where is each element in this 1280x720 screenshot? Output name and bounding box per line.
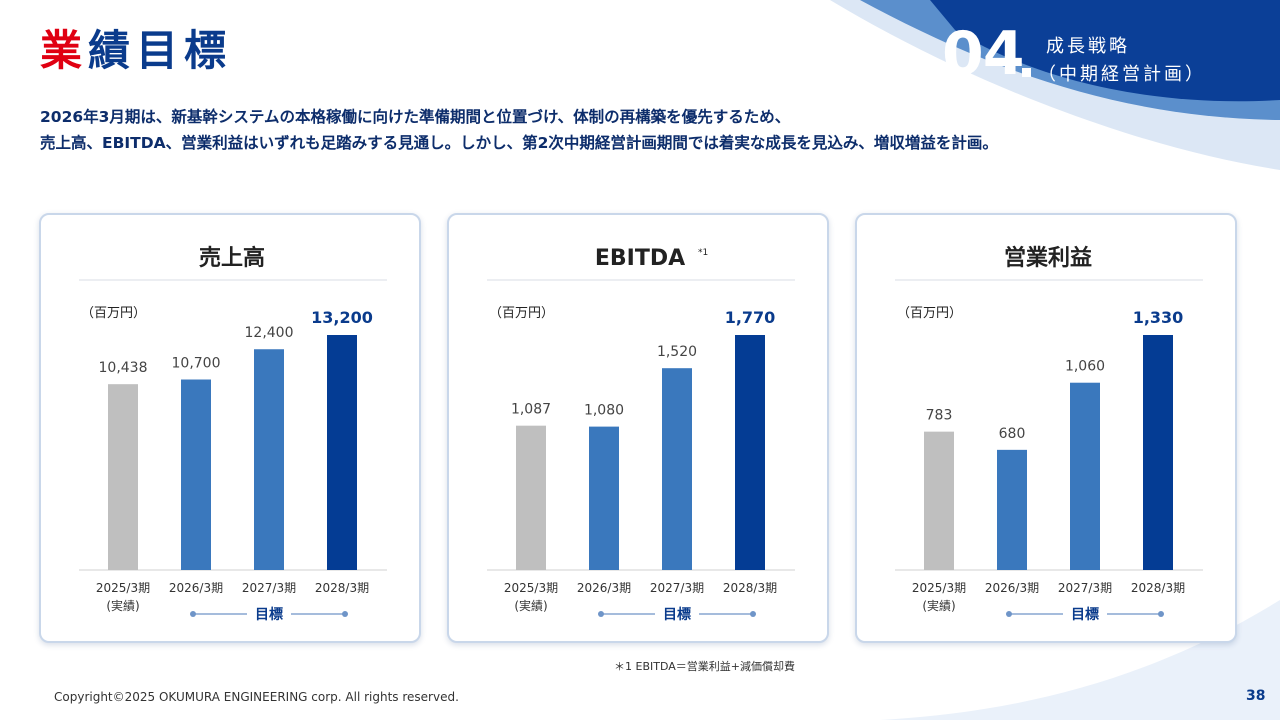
category-label: 2026/3期 (169, 581, 223, 595)
unit-label: （百万円） (489, 306, 554, 321)
data-label: 1,770 (725, 308, 776, 327)
bar-2028/3期 (735, 335, 765, 570)
target-label: 目標 (1071, 606, 1099, 623)
sales-bar-chart: 売上高 （百万円） 10,438 2025/3期 (実績) 10,700 2026/3期 12… (79, 245, 387, 624)
bar-2025/3期 (108, 384, 138, 570)
bar-2025/3期 (924, 431, 954, 570)
target-label-bg (1063, 604, 1107, 624)
data-label: 10,700 (172, 356, 221, 372)
target-range-dot (598, 611, 604, 617)
data-label: 12,400 (245, 325, 294, 341)
data-label: 680 (999, 426, 1026, 442)
operating-profit-bar-chart: 営業利益 （百万円） 783 2025/3期 (実績) 680 2026/3期 1,060 20… (895, 245, 1203, 624)
target-label-bg (655, 604, 699, 624)
bar-2028/3期 (327, 335, 357, 570)
data-label: 1,087 (511, 402, 551, 418)
data-label: 13,200 (311, 308, 373, 327)
summary-line-1: 2026年3月期は、新基幹システムの本格稼働に向けた準備期間と位置づけ、体制の再… (40, 108, 791, 126)
chart-title-note: *1 (698, 248, 708, 258)
bar-2025/3期 (516, 425, 546, 570)
category-note: (実績) (922, 598, 955, 613)
category-label: 2025/3期 (912, 581, 966, 595)
copyright: Copyright©2025 OKUMURA ENGINEERING corp.… (54, 690, 459, 704)
target-range-dot (190, 611, 196, 617)
category-label: 2027/3期 (1058, 581, 1112, 595)
section-label-line1: 成長戦略 (1046, 36, 1130, 57)
data-label: 1,520 (657, 344, 697, 360)
bar-2027/3期 (662, 368, 692, 570)
bar-2026/3期 (997, 449, 1027, 570)
section-dot (1022, 68, 1031, 77)
target-label: 目標 (255, 606, 283, 623)
page-title: 業績目標 (40, 30, 232, 72)
bar-2026/3期 (181, 379, 211, 570)
data-label: 1,330 (1133, 308, 1184, 327)
chart-title: EBITDA (595, 246, 685, 271)
category-label: 2027/3期 (650, 581, 704, 595)
bar-2028/3期 (1143, 335, 1173, 570)
summary-text: 2026年3月期は、新基幹システムの本格稼働に向けた準備期間と位置づけ、体制の再… (40, 104, 1240, 156)
bar-2027/3期 (254, 349, 284, 570)
target-range-dot (1158, 611, 1164, 617)
category-label: 2026/3期 (985, 581, 1039, 595)
bar-2027/3期 (1070, 382, 1100, 570)
category-label: 2028/3期 (1131, 581, 1185, 595)
data-label: 1,080 (584, 403, 624, 419)
category-note: (実績) (106, 598, 139, 613)
category-label: 2027/3期 (242, 581, 296, 595)
target-range-dot (342, 611, 348, 617)
chart-card-operating-profit: 営業利益 （百万円） 783 2025/3期 (実績) 680 2026/3期 1,060 20… (855, 213, 1237, 643)
target-range-dot (1006, 611, 1012, 617)
category-label: 2026/3期 (577, 581, 631, 595)
ebitda-bar-chart: EBITDA *1 （百万円） 1,087 2025/3期 (実績) 1,080 2026/3… (487, 246, 795, 624)
chart-title: 営業利益 (1004, 245, 1092, 271)
category-label: 2028/3期 (315, 581, 369, 595)
footnote: ＊1 EBITDA＝営業利益+減価償却費 (614, 660, 795, 673)
target-label: 目標 (663, 606, 691, 623)
data-label: 10,438 (99, 360, 148, 376)
section-label: 成長戦略 （中期経営計画） (1038, 33, 1206, 89)
chart-title: 売上高 (199, 245, 265, 271)
data-label: 1,060 (1065, 359, 1105, 375)
unit-label: （百万円） (81, 306, 146, 321)
data-label: 783 (926, 408, 953, 424)
target-label-bg (247, 604, 291, 624)
bar-2026/3期 (589, 426, 619, 570)
section-number: 04 (942, 19, 1024, 89)
unit-label: （百万円） (897, 306, 962, 321)
page-title-first-char: 業 (40, 26, 89, 75)
chart-card-ebitda: EBITDA *1 （百万円） 1,087 2025/3期 (実績) 1,080 2026/3… (447, 213, 829, 643)
page-title-rest: 績目標 (88, 26, 233, 75)
category-label: 2025/3期 (504, 581, 558, 595)
summary-line-2: 売上高、EBITDA、営業利益はいずれも足踏みする見通し。しかし、第2次中期経営… (40, 134, 998, 152)
section-label-line2: （中期経営計画） (1038, 64, 1206, 85)
chart-card-sales: 売上高 （百万円） 10,438 2025/3期 (実績) 10,700 2026/3期 12… (39, 213, 421, 643)
category-label: 2025/3期 (96, 581, 150, 595)
target-range-dot (750, 611, 756, 617)
category-note: (実績) (514, 598, 547, 613)
page-number: 38 (1246, 688, 1266, 704)
category-label: 2028/3期 (723, 581, 777, 595)
